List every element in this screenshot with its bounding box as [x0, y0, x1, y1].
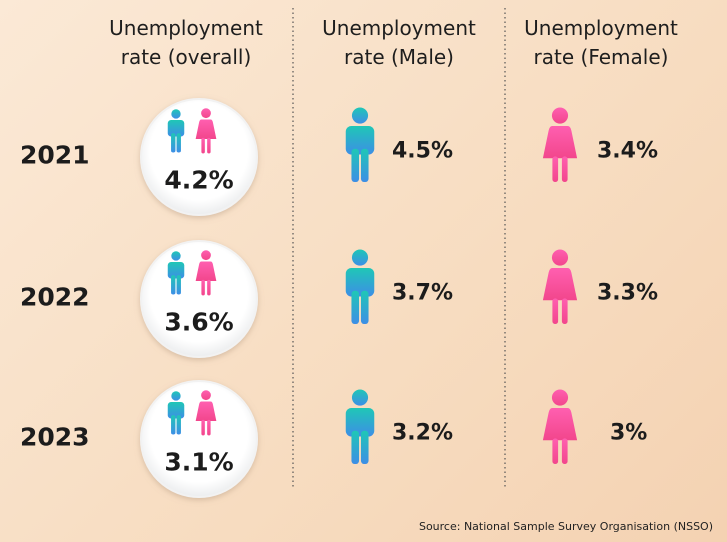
- female-icon: [542, 249, 578, 325]
- overall-value: 3.6%: [164, 307, 234, 337]
- overall-value: 3.1%: [164, 447, 234, 477]
- header: Unemployment rate (overall): [109, 16, 263, 69]
- female-icon: [542, 389, 578, 465]
- female-icon: [542, 107, 578, 183]
- female-value: 3.4%: [597, 138, 659, 164]
- header: Unemployment rate (Male): [322, 16, 476, 69]
- male-value: 3.7%: [392, 280, 454, 306]
- badge-circle: [140, 380, 258, 498]
- year-label: 2023: [20, 422, 90, 452]
- badge-circle: [140, 240, 258, 358]
- year-label: 2022: [20, 282, 90, 312]
- overall-value: 4.2%: [164, 165, 234, 195]
- source: Source: National Sample Survey Organisat…: [418, 520, 713, 533]
- female-value: 3%: [610, 420, 648, 446]
- badge-circle: [140, 98, 258, 216]
- header: Unemployment rate (Female): [524, 16, 678, 69]
- year-label: 2021: [20, 140, 90, 170]
- male-icon: [345, 249, 375, 325]
- female-value: 3.3%: [597, 280, 659, 306]
- male-icon: [345, 107, 375, 183]
- male-icon: [345, 389, 375, 465]
- male-value: 4.5%: [392, 138, 454, 164]
- male-value: 3.2%: [392, 420, 454, 446]
